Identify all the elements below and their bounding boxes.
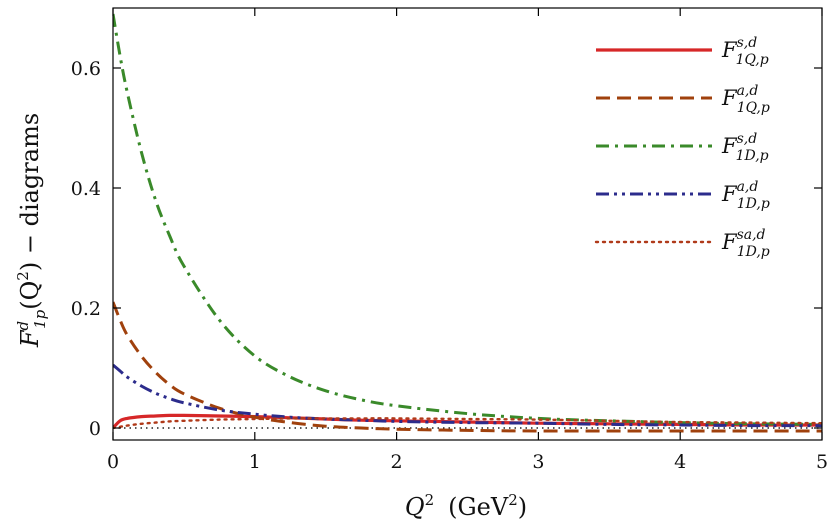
y-axis-label-sup: d bbox=[14, 321, 32, 331]
x-tick-label: 2 bbox=[391, 451, 403, 473]
x-axis-label-unit-suffix: ) bbox=[518, 493, 527, 521]
y-tick-label: 0 bbox=[89, 418, 101, 440]
x-tick-label: 1 bbox=[249, 451, 261, 473]
y-axis-label-arg-prefix: (Q bbox=[16, 281, 44, 310]
series-line-5 bbox=[113, 417, 822, 430]
legend-label-3: Fs,d 1D,p bbox=[721, 131, 769, 164]
y-axis-label-arg-suffix: ) − diagrams bbox=[16, 113, 44, 271]
legend-label-4: Fa,d 1D,p bbox=[721, 179, 770, 212]
y-axis-label-arg-sup: 2 bbox=[14, 271, 32, 281]
series-line-2 bbox=[113, 301, 822, 433]
x-tick-label: 3 bbox=[532, 451, 544, 473]
series-line-3 bbox=[113, 13, 822, 426]
series-layer bbox=[113, 13, 822, 433]
x-axis-label-main: Q bbox=[405, 493, 425, 521]
x-tick-label: 4 bbox=[674, 451, 686, 473]
x-tick-label: 5 bbox=[816, 451, 828, 473]
legend-label-1: Fs,d 1Q,p bbox=[721, 35, 769, 68]
series-line-4 bbox=[113, 363, 822, 428]
x-axis-label-sup: 2 bbox=[425, 491, 435, 509]
legend-label-2: Fa,d 1Q,p bbox=[721, 83, 770, 116]
plot-frame bbox=[112, 7, 823, 441]
y-axis-label: Fd1p(Q2) − diagrams bbox=[14, 113, 49, 348]
x-tick-label: 0 bbox=[107, 451, 119, 473]
y-tick-label: 0.4 bbox=[71, 178, 101, 200]
ticks-layer: 0 1 2 3 4 5 0 0.2 0.4 0.6 bbox=[71, 8, 828, 473]
y-axis-label-sub: 1p bbox=[31, 309, 49, 329]
legend: Fs,d 1Q,p Fa,d 1Q,p Fs,d 1D,p Fa,d 1D,p Fsa,d 1D,… bbox=[594, 35, 770, 260]
x-axis-label-unit-sup: 2 bbox=[508, 491, 518, 509]
y-tick-label: 0.2 bbox=[71, 298, 101, 320]
y-tick-label: 0.6 bbox=[71, 58, 101, 80]
legend-label-5: Fsa,d 1D,p bbox=[721, 227, 770, 260]
x-axis-label-unit-prefix: (GeV bbox=[448, 493, 509, 521]
y-axis-label-main: F bbox=[16, 329, 44, 348]
x-axis-label: Q2 (GeV2) bbox=[405, 491, 527, 521]
